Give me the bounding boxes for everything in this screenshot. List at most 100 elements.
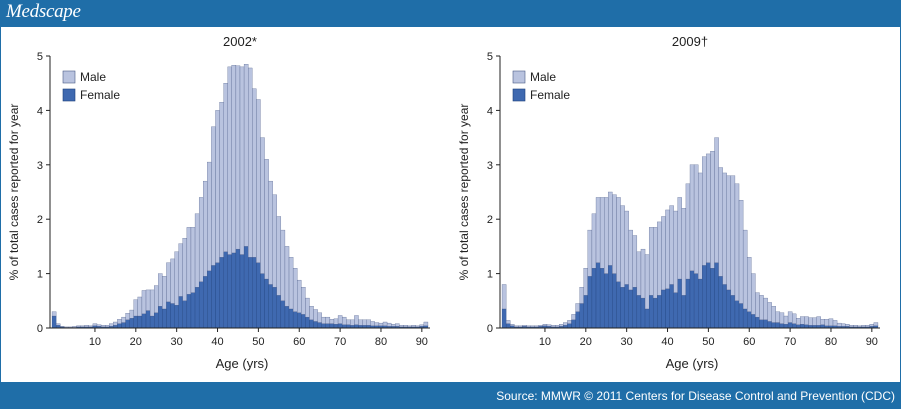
- bar-male: [808, 317, 813, 326]
- bar-male: [563, 322, 568, 326]
- bar-female: [681, 295, 687, 329]
- bar-male: [292, 268, 298, 312]
- bar-male: [198, 197, 204, 282]
- bar-male: [223, 83, 228, 252]
- legend-label-male: Male: [530, 70, 556, 84]
- bar-female: [591, 268, 597, 329]
- bar-female: [239, 254, 245, 329]
- bar-female: [166, 301, 171, 329]
- bar-male: [149, 289, 155, 317]
- bar-female: [186, 294, 192, 329]
- bar-female: [145, 310, 151, 329]
- bar-female: [301, 314, 306, 329]
- bar-male: [423, 321, 429, 326]
- bar-female: [137, 315, 143, 329]
- bar-female: [174, 305, 179, 329]
- bar-female: [628, 289, 633, 329]
- bar-male: [608, 191, 613, 266]
- bar-female: [595, 262, 601, 329]
- bar-male: [158, 273, 163, 307]
- bar-male: [276, 216, 282, 296]
- bar-male: [366, 319, 371, 326]
- bar-male: [812, 317, 817, 326]
- x-tick-label: 30: [171, 336, 183, 348]
- bar-female: [636, 295, 642, 329]
- bar-male: [775, 311, 781, 323]
- bar-male: [166, 262, 171, 303]
- bar-male: [194, 213, 200, 288]
- bar-male: [252, 88, 257, 258]
- bar-female: [321, 323, 326, 329]
- bar-male: [325, 316, 331, 324]
- bar-male: [133, 299, 138, 317]
- bar-male: [853, 325, 858, 328]
- legend-label-female: Female: [80, 88, 120, 102]
- bar-male: [800, 316, 805, 325]
- bar-female: [742, 308, 748, 329]
- bar-male: [370, 321, 375, 326]
- bar-male: [329, 319, 335, 324]
- bar-female: [657, 295, 662, 329]
- bar-male: [154, 285, 159, 313]
- y-tick-label: 1: [37, 269, 43, 281]
- x-tick-label: 10: [89, 336, 101, 348]
- bar-female: [767, 321, 772, 329]
- bar-female: [640, 297, 646, 329]
- bar-male: [845, 324, 850, 327]
- bar-female: [231, 252, 237, 329]
- bar-male: [555, 325, 560, 328]
- bar-male: [60, 326, 65, 328]
- bar-female: [198, 281, 204, 329]
- bar-female: [268, 284, 273, 329]
- bar-female: [575, 311, 580, 329]
- bar-male: [137, 296, 143, 317]
- bar-male: [272, 194, 277, 288]
- bar-male: [726, 175, 732, 291]
- bar-male: [865, 325, 870, 328]
- bar-male: [677, 197, 682, 280]
- bar-male: [759, 295, 764, 320]
- chart-title: 2002*: [223, 34, 257, 49]
- bar-male: [648, 227, 654, 296]
- bar-male: [714, 137, 719, 263]
- bar-male: [734, 183, 740, 301]
- bar-male: [288, 257, 294, 310]
- bar-female: [121, 322, 126, 329]
- brand-logo[interactable]: Medscape: [6, 1, 81, 22]
- bar-male: [673, 210, 678, 293]
- bar-female: [297, 312, 302, 329]
- bar-female: [256, 262, 261, 329]
- bar-male: [771, 306, 776, 323]
- bar-male: [190, 227, 196, 293]
- bar-male: [575, 303, 580, 312]
- x-tick-label: 40: [661, 336, 673, 348]
- footer-bar: Source: MMWR © 2011 Centers for Disease …: [0, 383, 901, 409]
- y-tick-label: 1: [487, 269, 493, 281]
- bar-male: [518, 325, 523, 328]
- y-tick-label: 4: [487, 105, 493, 117]
- bar-female: [608, 265, 613, 329]
- bar-female: [673, 292, 678, 329]
- bar-female: [763, 319, 768, 329]
- x-tick-label: 60: [293, 336, 305, 348]
- bar-male: [121, 316, 126, 323]
- bar-female: [714, 262, 719, 329]
- bar-female: [665, 288, 670, 329]
- bar-male: [779, 312, 785, 324]
- bar-female: [567, 323, 572, 329]
- x-tick-label: 70: [334, 336, 346, 348]
- legend-swatch-female: [512, 88, 526, 102]
- x-tick-label: 40: [211, 336, 223, 348]
- bar-female: [755, 316, 760, 329]
- bar-male: [841, 323, 846, 327]
- bar-female: [738, 303, 744, 329]
- bar-female: [775, 322, 781, 329]
- y-tick-label: 2: [37, 214, 43, 226]
- bar-male: [362, 319, 367, 326]
- bar-female: [783, 324, 789, 329]
- bar-male: [378, 322, 384, 326]
- bar-female: [632, 287, 638, 329]
- bar-male: [738, 200, 744, 304]
- y-axis-label: % of total cases reported for year: [457, 104, 471, 281]
- bar-female: [604, 273, 609, 329]
